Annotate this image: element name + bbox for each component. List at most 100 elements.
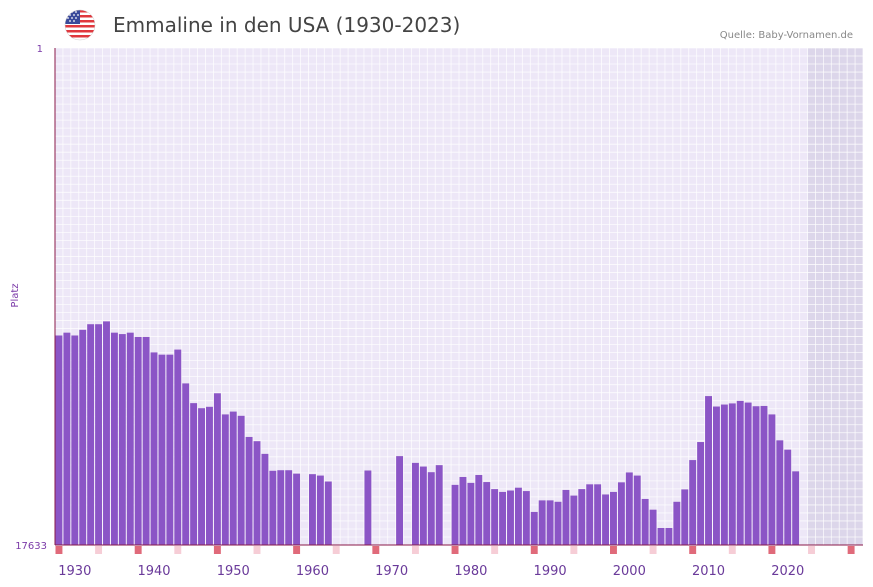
bar-1932 [87,324,95,545]
bar-1958 [293,473,301,545]
y-tick-label-bottom: 17633 [15,541,47,552]
bar-2009 [697,442,705,545]
bar-1930 [71,335,79,545]
bar-2010 [705,396,712,545]
source-credit: Quelle: Baby-Vornamen.de [719,30,853,41]
bar-2008 [689,460,697,545]
bar-2017 [760,405,768,545]
bar-2015 [744,402,752,545]
bar-2012 [720,404,728,545]
usa-flag-icon [64,9,96,41]
bar-1961 [316,475,324,545]
bar-2019 [776,440,784,545]
bar-2006 [673,501,681,545]
bar-2016 [752,406,760,545]
bar-2005 [665,528,673,545]
x-tick-label-1990: 1990 [534,564,567,579]
half-decade-marker [808,546,815,554]
bar-1993 [570,495,578,545]
bar-1989 [538,500,546,545]
decade-marker [610,546,617,554]
bar-2004 [657,528,665,545]
decade-marker [530,546,538,554]
half-decade-marker [570,546,578,554]
half-decade-marker [411,546,419,554]
bar-1953 [253,441,261,545]
half-decade-marker [728,546,736,554]
bar-2001 [633,475,641,545]
chart-title: Emmaline in den USA (1930-2023) [113,13,461,37]
bar-1929 [63,332,71,545]
bar-1967 [364,470,372,545]
decade-marker [293,546,301,554]
half-decade-marker [649,546,657,554]
bar-1945 [190,403,198,545]
bar-1935 [110,332,118,545]
x-tick-label-2020: 2020 [771,564,804,579]
decade-marker [213,546,221,554]
bar-1992 [562,489,570,545]
bar-1938 [134,336,142,545]
bar-2007 [681,489,689,545]
bar-1947 [206,406,213,545]
decade-marker [134,546,142,554]
bar-1983 [491,489,499,545]
decade-marker [55,546,63,554]
bar-1982 [483,482,491,545]
bar-1973 [411,462,419,545]
decade-marker [372,546,380,554]
bar-1952 [245,436,253,545]
bar-1931 [79,329,87,545]
bar-1940 [150,352,158,545]
bar-2011 [712,406,720,545]
bar-1943 [174,349,182,545]
bar-1949 [221,414,229,545]
x-tick-label-1930: 1930 [58,564,91,579]
bar-1998 [610,491,617,545]
bar-1941 [158,354,166,545]
half-decade-marker [491,546,499,554]
bar-1948 [213,393,221,545]
decade-marker [847,546,855,554]
bar-1942 [166,354,174,545]
bar-1954 [261,453,269,545]
bar-1990 [546,500,554,545]
half-decade-marker [174,546,182,554]
x-tick-label-2010: 2010 [692,564,725,579]
x-tick-label-1960: 1960 [296,564,329,579]
bar-1971 [396,456,404,545]
bar-1995 [586,484,594,545]
x-tick-label-1940: 1940 [137,564,170,579]
bar-1928 [55,335,63,545]
bar-1936 [118,334,126,545]
bar-1950 [229,411,237,545]
bar-1975 [427,472,435,545]
bar-1946 [198,408,206,545]
y-axis-label: Platz [10,283,21,307]
x-tick-label-1970: 1970 [375,564,408,579]
bar-1962 [324,481,332,545]
bar-1934 [103,321,110,545]
bar-2020 [784,449,792,545]
bar-1978 [451,484,459,545]
bar-1933 [95,324,103,545]
decade-marker [768,546,776,554]
bar-1984 [499,491,507,545]
bar-1944 [182,383,190,545]
bar-2013 [728,403,736,545]
bar-2021 [792,471,800,545]
bar-1951 [237,415,245,545]
bar-1985 [507,490,514,545]
y-tick-label-top: 1 [37,44,43,55]
bar-1955 [269,470,277,545]
bar-1960 [308,474,316,545]
x-tick-label-1950: 1950 [217,564,250,579]
bar-1997 [602,494,610,545]
bar-1988 [530,511,538,545]
bar-1956 [277,470,285,545]
bar-1994 [578,489,586,545]
x-tick-label-1980: 1980 [454,564,487,579]
bar-1980 [467,482,475,545]
bar-1996 [594,484,602,545]
bar-1937 [126,332,134,545]
